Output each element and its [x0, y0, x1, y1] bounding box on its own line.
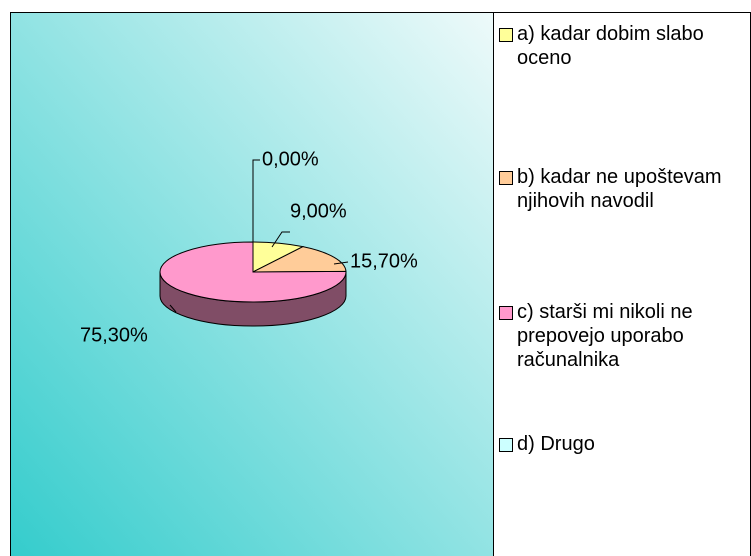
legend-swatch [499, 171, 513, 185]
legend-entry: b) kadar ne upoštevam njihovih navodil [499, 165, 747, 213]
leader-line [252, 159, 260, 242]
legend-label: b) kadar ne upoštevam njihovih navodil [517, 166, 722, 212]
slice [159, 241, 347, 303]
legend-swatch [499, 438, 513, 452]
legend-swatch [499, 28, 513, 42]
legend-entry: a) kadar dobim slabo oceno [499, 22, 747, 70]
legend-entry: c) starši mi nikoli ne prepovejo uporabo… [499, 300, 747, 372]
legend-label: c) starši mi nikoli ne prepovejo uporabo… [517, 301, 693, 371]
leader-line [169, 304, 177, 313]
slice [252, 246, 347, 273]
leader-line [271, 231, 290, 248]
data-label: 15,70% [350, 250, 418, 272]
legend-label: d) Drugo [517, 433, 595, 455]
legend-label: a) kadar dobim slabo oceno [517, 23, 704, 69]
data-label: 75,30% [80, 324, 148, 346]
data-label: 9,00% [290, 200, 347, 222]
leader-line [333, 261, 349, 265]
legend-entry: d) Drugo [499, 432, 747, 456]
data-label: 0,00% [262, 148, 319, 170]
legend-swatch [499, 306, 513, 320]
